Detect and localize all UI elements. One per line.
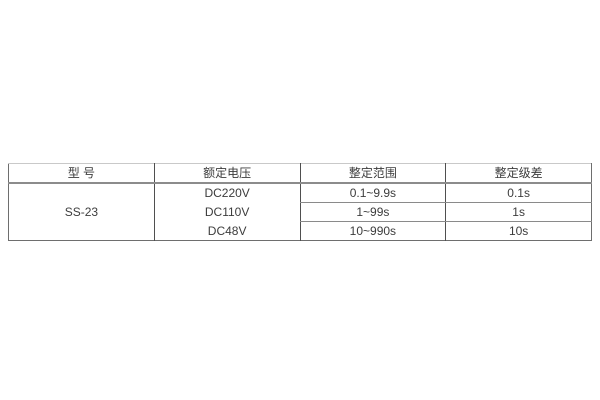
cell-range: 10~990s [299,221,446,241]
cell-range: 1~99s [299,202,446,222]
cell-step: 10s [445,221,592,241]
cell-range: 0.1~9.9s [299,183,446,203]
table-row: DC110V 1~99s 1s [9,202,592,222]
header-cell-rated-voltage: 额定电压 [153,163,300,184]
header-cell-setting-step: 整定级差 [445,163,592,184]
header-cell-setting-range: 整定范围 [299,163,446,184]
table-row: SS-23 DC220V 0.1~9.9s 0.1s [9,183,592,219]
table-header-row: 型 号 额定电压 整定范围 整定级差 [8,163,592,184]
cell-voltage: DC110V [153,202,300,222]
cell-model-value: SS-23 [64,205,99,219]
cell-step: 1s [445,202,592,222]
cell-step: 0.1s [445,183,592,203]
spec-table-container: 型 号 额定电压 整定范围 整定级差 SS-23 DC220V 0.1~9.9s… [8,163,592,241]
header-cell-model: 型 号 [8,163,155,184]
cell-voltage: DC220V [153,183,300,203]
table-row: DC48V 10~990s 10s [9,221,592,241]
cell-voltage: DC48V [153,221,300,241]
spec-table: 型 号 额定电压 整定范围 整定级差 SS-23 DC220V 0.1~9.9s… [8,163,592,241]
